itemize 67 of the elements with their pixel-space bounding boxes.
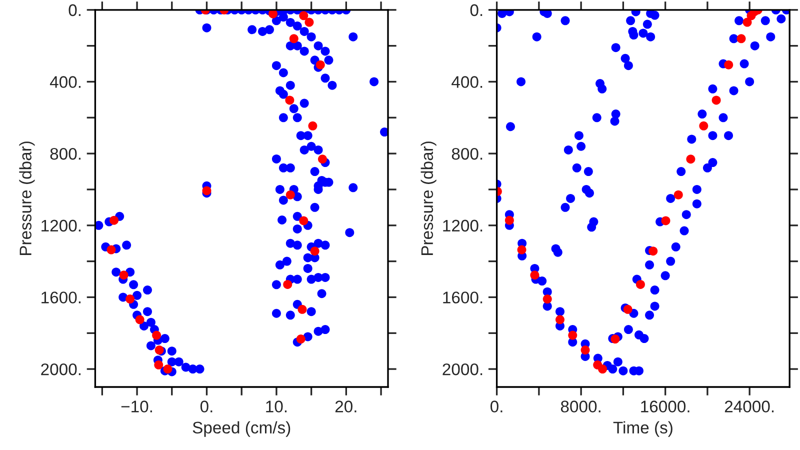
y-tick-label: 1200. [42,220,80,232]
x-tick-label: −10. [121,400,152,412]
y-tick-label: 1600. [443,292,482,304]
y-tick-label: 1200. [443,220,482,232]
point [285,96,294,105]
point [598,364,608,374]
point [286,190,295,200]
point [110,216,119,225]
point [106,245,116,254]
point [568,330,578,340]
point [304,18,314,27]
y-tick-label: 800. [452,148,482,160]
x-tick-label: 16000. [641,400,690,412]
point [154,360,164,370]
point [504,216,514,225]
point [661,216,670,226]
point [623,304,632,314]
point [712,96,721,105]
point [126,294,135,304]
y-tick-label: 800. [50,148,80,160]
point [636,280,645,289]
x-tick-label: 0. [490,400,502,412]
x-axis-title: Time (s) [613,421,672,437]
y-tick-label: 0. [470,4,482,16]
y-tick-label: 1600. [42,292,80,304]
point [699,121,708,130]
x-tick-label: 8000. [560,400,600,412]
point [736,34,746,44]
x-tick-label: 24000. [724,400,774,412]
point [298,304,307,314]
point [163,364,172,374]
y-axis-title: Pressure (dbar) [420,142,436,255]
point [580,346,590,355]
point [686,154,696,164]
y-tick-label: 400. [452,76,482,88]
point [674,190,683,200]
point [610,334,620,344]
point [318,154,327,164]
point [296,334,306,344]
point [299,216,308,226]
point [289,34,298,44]
point [742,18,752,27]
point [530,270,540,280]
y-tick-label: 400. [50,76,80,88]
point [283,280,292,289]
x-tick-label: 20. [335,400,356,412]
y-tick-label: 2000. [442,363,482,376]
point [308,121,318,130]
y-tick-label: 2000. [41,363,80,376]
x-tick-label: 10. [266,400,287,412]
point [555,315,564,324]
point [202,186,212,196]
point [310,246,320,256]
x-axis-title: Speed (cm/s) [192,421,290,437]
point [119,270,128,280]
y-axis-title: Pressure (dbar) [19,142,35,255]
x-tick-label: 0. [200,400,212,412]
point [724,60,734,70]
point [542,294,552,304]
point [135,315,144,324]
point [648,246,658,256]
point [299,11,308,20]
point [152,330,162,340]
point [316,60,325,70]
point [517,245,526,254]
point [268,10,278,18]
y-tick-label: 0. [68,4,80,16]
